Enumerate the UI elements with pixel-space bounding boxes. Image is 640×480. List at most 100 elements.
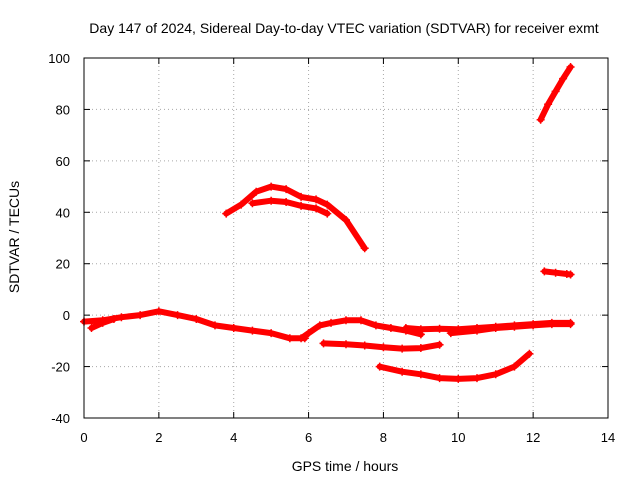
data-point bbox=[192, 315, 201, 323]
axis-ticks: 0 2 4 6 8 10 12 14 -40 -20 0 20 40 60 80 100 bbox=[48, 51, 615, 445]
series-arc-6 bbox=[446, 320, 575, 338]
data-series bbox=[80, 63, 575, 383]
y-tick-label: 40 bbox=[56, 205, 70, 220]
data-point bbox=[566, 320, 575, 329]
y-tick-label: -20 bbox=[51, 360, 70, 375]
plot-frame bbox=[83, 57, 609, 419]
data-point bbox=[379, 343, 388, 352]
series-arc-10 bbox=[536, 63, 575, 124]
data-point bbox=[540, 267, 549, 276]
data-point bbox=[237, 200, 246, 209]
data-point bbox=[285, 334, 294, 343]
y-tick-label: 60 bbox=[56, 154, 70, 169]
data-point bbox=[109, 315, 118, 323]
data-point bbox=[211, 321, 219, 330]
y-tick-label: 80 bbox=[56, 102, 70, 117]
data-point bbox=[536, 115, 545, 124]
data-point bbox=[312, 204, 321, 213]
data-point bbox=[323, 200, 332, 209]
data-point bbox=[435, 324, 444, 333]
data-point bbox=[312, 195, 321, 204]
data-point bbox=[356, 316, 365, 325]
series-arc-1 bbox=[80, 307, 309, 343]
data-point bbox=[154, 307, 163, 316]
data-point bbox=[473, 374, 481, 383]
data-point bbox=[416, 370, 425, 379]
x-tick-label: 2 bbox=[155, 430, 162, 445]
series-arc-8 bbox=[222, 182, 369, 253]
y-tick-label: -40 bbox=[51, 411, 70, 426]
data-point bbox=[248, 326, 257, 335]
data-point bbox=[559, 74, 568, 83]
data-point bbox=[491, 370, 500, 379]
data-point bbox=[510, 362, 519, 371]
series-arc-11 bbox=[540, 267, 575, 279]
grid bbox=[84, 58, 608, 418]
data-point bbox=[566, 270, 575, 279]
data-point bbox=[360, 244, 369, 253]
data-point bbox=[371, 321, 380, 330]
data-point bbox=[229, 324, 238, 332]
data-point bbox=[267, 196, 276, 205]
data-point bbox=[360, 341, 369, 350]
x-tick-label: 6 bbox=[305, 430, 312, 445]
data-point bbox=[435, 340, 444, 349]
data-point bbox=[319, 339, 328, 348]
data-point bbox=[454, 374, 463, 383]
data-point bbox=[87, 324, 96, 332]
data-point bbox=[435, 374, 444, 383]
data-point bbox=[551, 268, 560, 277]
series-line bbox=[298, 317, 424, 342]
data-point bbox=[551, 87, 560, 96]
data-point bbox=[282, 198, 291, 206]
series-line bbox=[447, 321, 574, 337]
data-point bbox=[342, 216, 350, 224]
y-tick-label: 100 bbox=[48, 51, 70, 66]
data-point bbox=[323, 209, 332, 218]
x-tick-label: 14 bbox=[601, 430, 615, 445]
data-point bbox=[136, 311, 145, 320]
series-arc-4 bbox=[319, 339, 444, 353]
data-point bbox=[173, 311, 182, 320]
data-point bbox=[117, 313, 126, 322]
data-point bbox=[282, 185, 291, 194]
x-axis-label: GPS time / hours bbox=[292, 458, 399, 474]
data-point bbox=[297, 201, 306, 210]
data-point bbox=[297, 334, 306, 343]
data-point bbox=[315, 321, 324, 330]
data-point bbox=[401, 324, 410, 332]
data-point bbox=[547, 320, 556, 329]
series-arc-9 bbox=[248, 196, 332, 218]
data-point bbox=[544, 100, 553, 109]
data-point bbox=[566, 63, 575, 71]
series-line bbox=[223, 183, 368, 252]
data-point bbox=[510, 322, 519, 331]
x-tick-label: 10 bbox=[451, 430, 465, 445]
data-point bbox=[222, 209, 231, 218]
data-point bbox=[398, 367, 407, 376]
y-axis-label: SDTVAR / TECUs bbox=[6, 181, 22, 293]
series-arc-2 bbox=[87, 315, 118, 332]
data-point bbox=[473, 326, 481, 335]
data-point bbox=[304, 329, 313, 338]
data-point bbox=[386, 324, 395, 332]
x-tick-label: 12 bbox=[526, 430, 540, 445]
x-tick-label: 4 bbox=[230, 430, 237, 445]
data-point bbox=[416, 344, 425, 353]
data-point bbox=[252, 187, 261, 196]
y-tick-label: 0 bbox=[63, 308, 70, 323]
data-point bbox=[267, 182, 276, 191]
data-point bbox=[267, 329, 276, 338]
y-tick-label: 20 bbox=[56, 257, 70, 272]
x-tick-label: 8 bbox=[380, 430, 387, 445]
series-arc-7 bbox=[375, 349, 534, 383]
data-point bbox=[525, 349, 534, 358]
data-point bbox=[98, 318, 107, 327]
data-point bbox=[342, 316, 350, 325]
data-point bbox=[248, 199, 257, 208]
data-point bbox=[297, 192, 306, 201]
chart-title: Day 147 of 2024, Sidereal Day-to-day VTE… bbox=[89, 20, 598, 36]
data-point bbox=[416, 325, 425, 334]
data-point bbox=[446, 329, 455, 338]
